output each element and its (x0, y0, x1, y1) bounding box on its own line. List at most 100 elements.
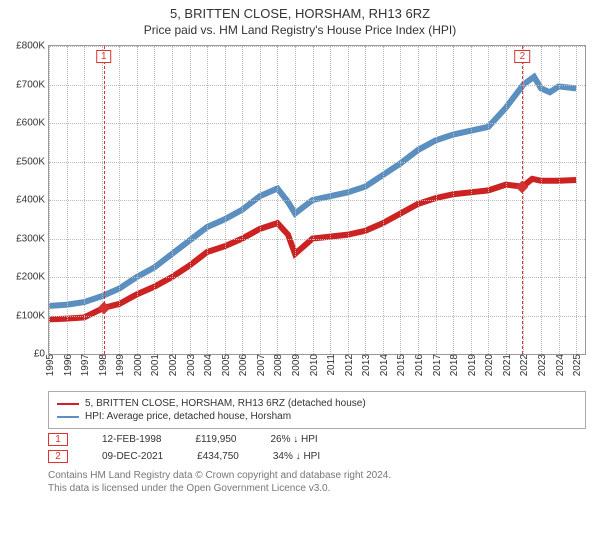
grid-line-v (330, 46, 331, 354)
event-badge-marker: 2 (515, 50, 531, 63)
grid-line-h (49, 123, 585, 124)
event-date: 09-DEC-2021 (102, 451, 163, 462)
grid-line-h (49, 316, 585, 317)
grid-line-h (49, 46, 585, 47)
x-axis-label: 2015 (396, 354, 407, 376)
x-axis-label: 1998 (98, 354, 109, 376)
grid-line-v (225, 46, 226, 354)
x-axis-label: 2010 (309, 354, 320, 376)
x-axis-label: 2001 (150, 354, 161, 376)
x-axis-label: 2014 (379, 354, 390, 376)
x-axis-label: 2004 (203, 354, 214, 376)
x-axis-label: 2023 (537, 354, 548, 376)
grid-line-v (154, 46, 155, 354)
grid-line-v (84, 46, 85, 354)
event-row: 2 09-DEC-2021 £434,750 34% ↓ HPI (48, 450, 586, 463)
grid-line-v (488, 46, 489, 354)
y-axis-label: £100K (16, 310, 45, 321)
grid-line-v (277, 46, 278, 354)
grid-line-v (137, 46, 138, 354)
y-axis-label: £600K (16, 118, 45, 129)
grid-line-v (559, 46, 560, 354)
grid-line-v (383, 46, 384, 354)
grid-line-v (365, 46, 366, 354)
chart-subtitle: Price paid vs. HM Land Registry's House … (0, 23, 600, 37)
x-axis-label: 2012 (344, 354, 355, 376)
legend-row: 5, BRITTEN CLOSE, HORSHAM, RH13 6RZ (det… (57, 398, 577, 409)
event-date: 12-FEB-1998 (102, 434, 161, 445)
legend-label: HPI: Average price, detached house, Hors… (85, 411, 291, 422)
event-price: £434,750 (197, 451, 239, 462)
events-table: 1 12-FEB-1998 £119,950 26% ↓ HPI 2 09-DE… (48, 433, 586, 463)
x-axis-label: 2000 (133, 354, 144, 376)
grid-line-v (523, 46, 524, 354)
chart-area: £0£100K£200K£300K£400K£500K£600K£700K£80… (48, 45, 586, 385)
footer-line: Contains HM Land Registry data © Crown c… (48, 469, 586, 482)
footer-attribution: Contains HM Land Registry data © Crown c… (48, 469, 586, 495)
event-badge: 2 (48, 450, 68, 463)
x-axis-label: 2021 (502, 354, 513, 376)
y-axis-label: £700K (16, 79, 45, 90)
grid-line-v (506, 46, 507, 354)
legend: 5, BRITTEN CLOSE, HORSHAM, RH13 6RZ (det… (48, 391, 586, 429)
legend-label: 5, BRITTEN CLOSE, HORSHAM, RH13 6RZ (det… (85, 398, 366, 409)
x-axis-label: 2024 (555, 354, 566, 376)
grid-line-v (295, 46, 296, 354)
grid-line-v (313, 46, 314, 354)
y-axis-label: £500K (16, 156, 45, 167)
grid-line-v (348, 46, 349, 354)
grid-line-v (207, 46, 208, 354)
legend-swatch (57, 416, 79, 418)
grid-line-v (119, 46, 120, 354)
grid-line-v (471, 46, 472, 354)
grid-line-v (400, 46, 401, 354)
grid-line-h (49, 200, 585, 201)
grid-line-h (49, 162, 585, 163)
x-axis-label: 2009 (291, 354, 302, 376)
x-axis-label: 2019 (467, 354, 478, 376)
x-axis-label: 2011 (326, 354, 337, 376)
x-axis-label: 1995 (45, 354, 56, 376)
y-axis-label: £300K (16, 233, 45, 244)
grid-line-h (49, 85, 585, 86)
grid-line-h (49, 239, 585, 240)
x-axis-label: 2002 (168, 354, 179, 376)
footer-line: This data is licensed under the Open Gov… (48, 482, 586, 495)
y-axis-label: £400K (16, 195, 45, 206)
event-delta: 26% ↓ HPI (270, 434, 317, 445)
grid-line-v (418, 46, 419, 354)
x-axis-label: 2016 (414, 354, 425, 376)
grid-line-v (436, 46, 437, 354)
x-axis-label: 2020 (484, 354, 495, 376)
grid-line-v (172, 46, 173, 354)
grid-line-v (242, 46, 243, 354)
event-badge: 1 (48, 433, 68, 446)
grid-line-h (49, 277, 585, 278)
legend-row: HPI: Average price, detached house, Hors… (57, 411, 577, 422)
event-delta: 34% ↓ HPI (273, 451, 320, 462)
x-axis-label: 2022 (519, 354, 530, 376)
chart-title-block: 5, BRITTEN CLOSE, HORSHAM, RH13 6RZ Pric… (0, 0, 600, 37)
x-axis-label: 2008 (273, 354, 284, 376)
y-axis-label: £200K (16, 272, 45, 283)
event-badge-marker: 1 (96, 50, 112, 63)
event-row: 1 12-FEB-1998 £119,950 26% ↓ HPI (48, 433, 586, 446)
grid-line-v (453, 46, 454, 354)
grid-line-v (576, 46, 577, 354)
chart-plot: £0£100K£200K£300K£400K£500K£600K£700K£80… (48, 45, 586, 355)
chart-title: 5, BRITTEN CLOSE, HORSHAM, RH13 6RZ (0, 6, 600, 21)
grid-line-v (67, 46, 68, 354)
x-axis-label: 1997 (80, 354, 91, 376)
x-axis-label: 2025 (572, 354, 583, 376)
x-axis-label: 2003 (186, 354, 197, 376)
event-price: £119,950 (195, 434, 236, 445)
x-axis-label: 2018 (449, 354, 460, 376)
grid-line-v (260, 46, 261, 354)
x-axis-label: 2007 (256, 354, 267, 376)
x-axis-label: 2005 (221, 354, 232, 376)
x-axis-label: 2017 (432, 354, 443, 376)
x-axis-label: 2013 (361, 354, 372, 376)
event-line (522, 46, 523, 354)
x-axis-label: 1996 (63, 354, 74, 376)
x-axis-label: 2006 (238, 354, 249, 376)
